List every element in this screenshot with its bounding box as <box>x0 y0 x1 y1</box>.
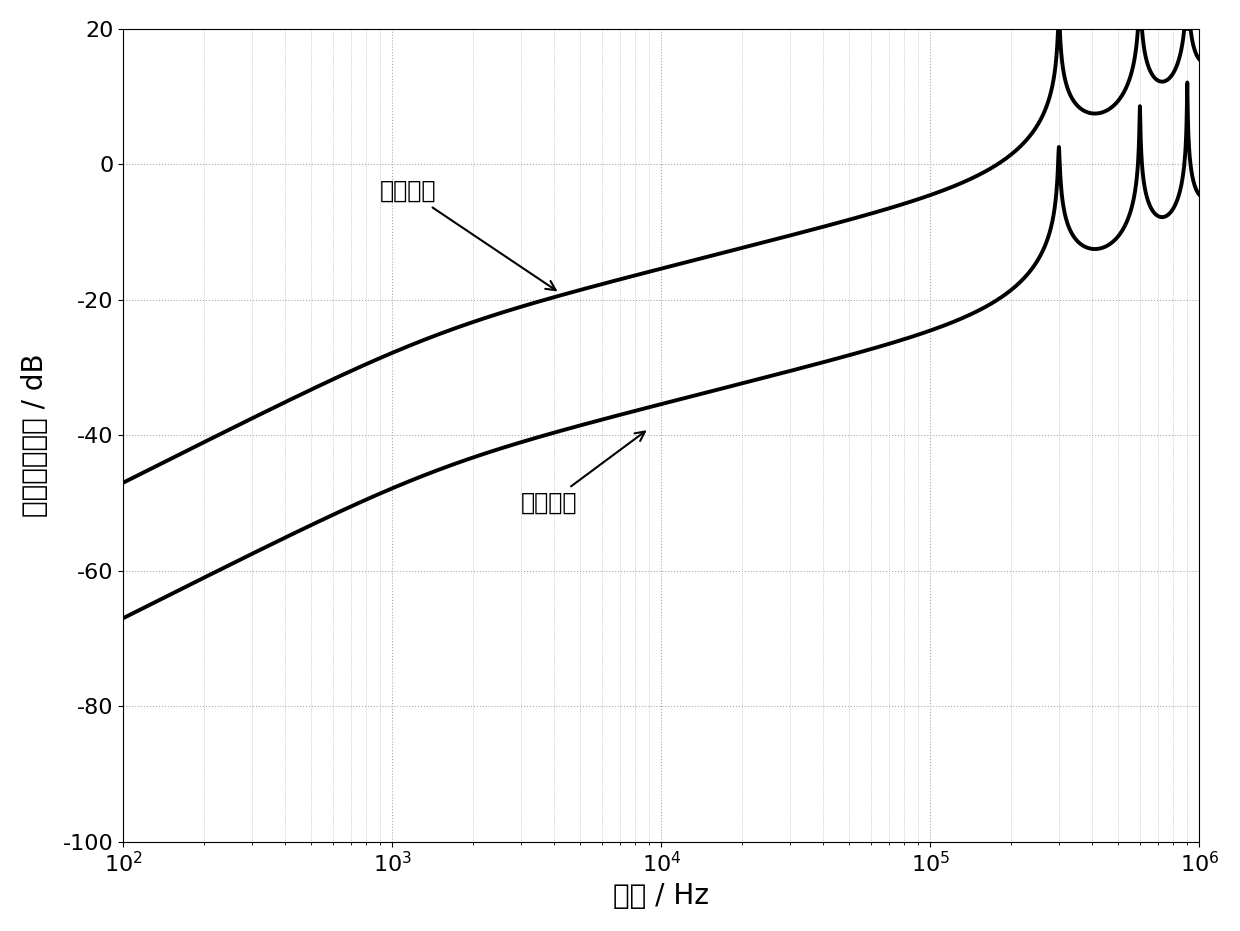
Y-axis label: 相噪转换效率 / dB: 相噪转换效率 / dB <box>21 354 48 517</box>
Text: 第二曲线: 第二曲线 <box>521 432 645 515</box>
X-axis label: 频偏 / Hz: 频偏 / Hz <box>614 883 709 911</box>
Text: 第一曲线: 第一曲线 <box>379 179 556 290</box>
